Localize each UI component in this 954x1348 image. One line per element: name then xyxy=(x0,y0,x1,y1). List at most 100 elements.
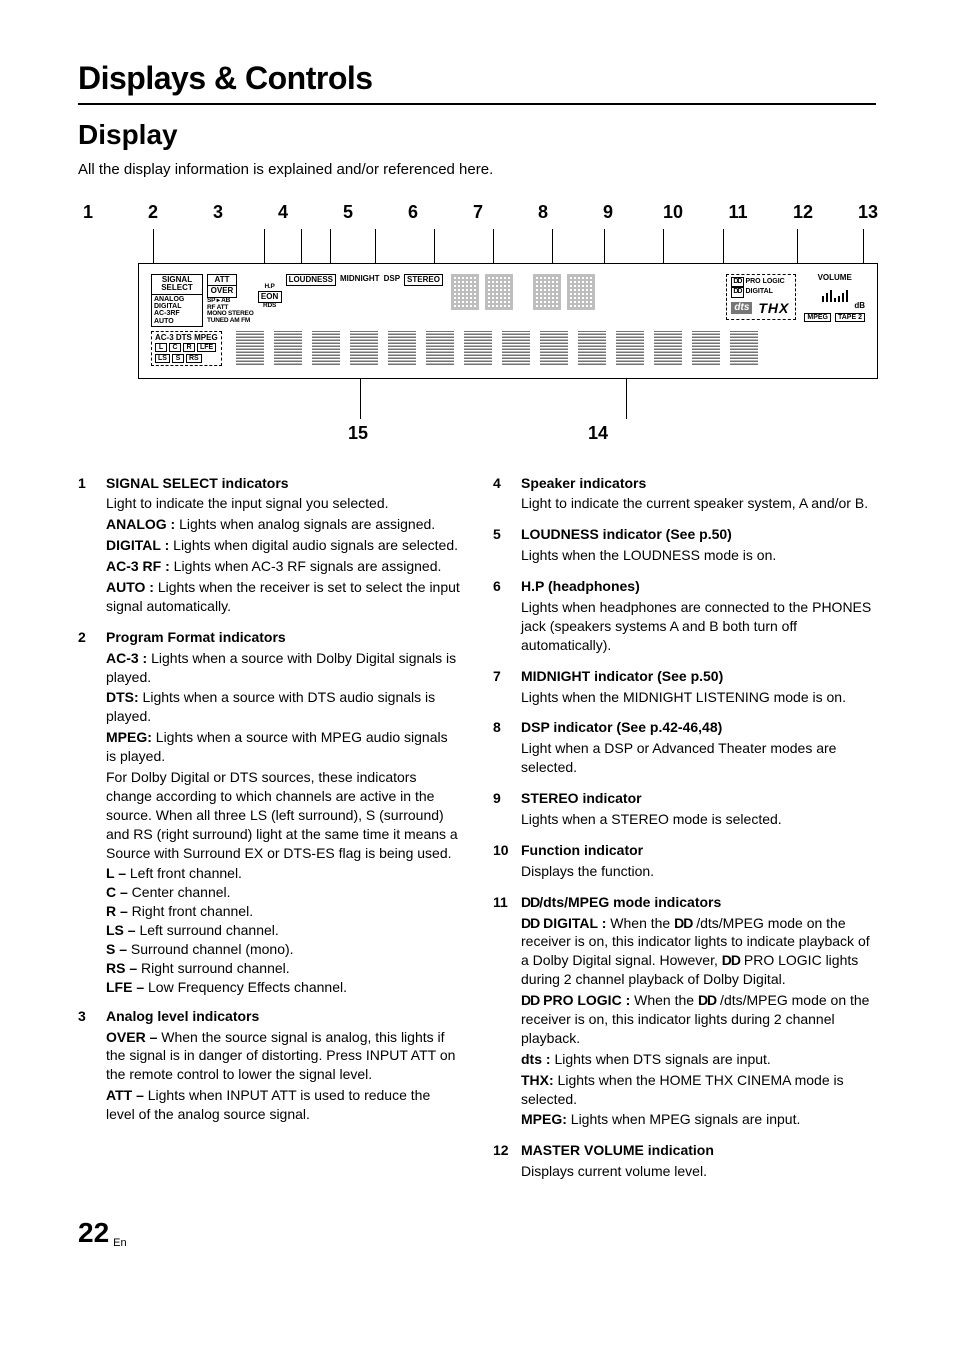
item-number: 7 xyxy=(493,667,511,709)
item-head: Program Format indicators xyxy=(106,628,461,647)
item-sub: MPEG: Lights when a source with MPEG aud… xyxy=(106,728,461,766)
callout-number: 8 xyxy=(533,202,553,223)
callout-number: 14 xyxy=(588,423,608,444)
tuned-label: TUNED AM FM xyxy=(207,318,254,325)
item-lead: Light when a DSP or Advanced Theater mod… xyxy=(521,739,876,777)
explain-item: 2 Program Format indicators AC-3 : Lights… xyxy=(78,628,461,997)
main-digits xyxy=(451,274,595,310)
callout-number: 7 xyxy=(468,202,488,223)
item-head: SIGNAL SELECT indicators xyxy=(106,474,461,493)
explain-item: 10 Function indicator Displays the functi… xyxy=(493,841,876,883)
item-number: 5 xyxy=(493,525,511,567)
stereo-label: STEREO xyxy=(404,274,443,286)
callout-number: 3 xyxy=(208,202,228,223)
item-sub: AC-3 : Lights when a source with Dolby D… xyxy=(106,649,461,687)
item-head: DD/dts/MPEG mode indicators xyxy=(521,893,876,912)
level-bars xyxy=(236,331,865,365)
item-sub: DD DIGITAL : When the DD /dts/MPEG mode … xyxy=(521,914,876,990)
explain-item: 4 Speaker indicatorsLight to indicate th… xyxy=(493,474,876,516)
display-panel: SIGNAL SELECT ANALOGDIGITALAC-3RFAUTO AT… xyxy=(138,263,878,379)
callout-number: 5 xyxy=(338,202,358,223)
item-head: Speaker indicators xyxy=(521,474,876,493)
item-lead: Lights when headphones are connected to … xyxy=(521,598,876,655)
item-lead: Light to indicate the input signal you s… xyxy=(106,494,461,513)
item-number: 11 xyxy=(493,893,511,1132)
tape2-box: TAPE 2 xyxy=(835,313,865,322)
callout-number: 9 xyxy=(598,202,618,223)
section-title: Display xyxy=(78,119,876,151)
item-head: STEREO indicator xyxy=(521,789,876,808)
callout-number: 6 xyxy=(403,202,423,223)
display-diagram: 12345678910111213 SIGNAL SELECT ANALOGDI… xyxy=(78,202,878,444)
item-tail: For Dolby Digital or DTS sources, these … xyxy=(106,768,461,862)
item-sub: DTS: Lights when a source with DTS audio… xyxy=(106,688,461,726)
loudness-label: LOUDNESS xyxy=(286,274,336,286)
item-sub: AUTO : Lights when the receiver is set t… xyxy=(106,578,461,616)
hp-label: H.P xyxy=(258,284,282,291)
explain-item: 6 H.P (headphones) Lights when headphones… xyxy=(493,577,876,657)
channel-defs: L – Left front channel.C – Center channe… xyxy=(106,864,461,996)
item-number: 2 xyxy=(78,628,96,997)
explain-item: 1 SIGNAL SELECT indicatorsLight to indic… xyxy=(78,474,461,618)
item-sub: THX: Lights when the HOME THX CINEMA mod… xyxy=(521,1071,876,1109)
prologic-label: PRO LOGIC xyxy=(745,278,784,285)
channel-indicator: LS xyxy=(155,354,170,363)
top-callout-numbers: 12345678910111213 xyxy=(78,202,878,229)
divider xyxy=(78,103,876,105)
chapter-title: Displays & Controls xyxy=(78,60,876,97)
thx-label: THX xyxy=(756,300,791,317)
item-head: Function indicator xyxy=(521,841,876,860)
callout-number: 2 xyxy=(143,202,163,223)
channel-indicator: L xyxy=(155,343,167,352)
item-sub: AC-3 RF : Lights when AC-3 RF signals ar… xyxy=(106,557,461,576)
item-number: 4 xyxy=(493,474,511,516)
channel-indicator: C xyxy=(169,343,181,352)
db-label: dB xyxy=(804,302,865,310)
midnight-label: MIDNIGHT xyxy=(340,275,380,283)
format-row-label: AC-3 DTS MPEG xyxy=(155,334,218,342)
bottom-callout-numbers: 1514 xyxy=(78,423,878,444)
format-channel-box: AC-3 DTS MPEG LCRLFE LSSRS xyxy=(151,331,222,365)
channel-indicator: RS xyxy=(186,354,202,363)
item-head: Analog level indicators xyxy=(106,1007,461,1026)
callout-number: 4 xyxy=(273,202,293,223)
item-sub: DIGITAL : Lights when digital audio sign… xyxy=(106,536,461,555)
item-number: 6 xyxy=(493,577,511,657)
channel-indicator: R xyxy=(183,343,195,352)
item-number: 10 xyxy=(493,841,511,883)
rds-label: RDS xyxy=(258,303,282,310)
digital-label: DIGITAL xyxy=(745,288,772,295)
explain-item: 7 MIDNIGHT indicator (See p.50)Lights wh… xyxy=(493,667,876,709)
item-head: MIDNIGHT indicator (See p.50) xyxy=(521,667,876,686)
dts-label: dts xyxy=(731,302,752,314)
explain-item: 8 DSP indicator (See p.42-46,48)Light wh… xyxy=(493,718,876,779)
item-lead: Displays the function. xyxy=(521,862,876,881)
item-head: LOUDNESS indicator (See p.50) xyxy=(521,525,876,544)
page-lang: En xyxy=(113,1237,126,1249)
signal-select-list: ANALOGDIGITALAC-3RFAUTO xyxy=(151,295,203,327)
volume-bars xyxy=(804,282,865,302)
callout-number: 12 xyxy=(793,202,813,223)
mode-box: DD PRO LOGIC DD DIGITAL dts THX xyxy=(726,274,796,320)
item-number: 3 xyxy=(78,1007,96,1126)
item-head: H.P (headphones) xyxy=(521,577,876,596)
item-lead: Lights when a STEREO mode is selected. xyxy=(521,810,876,829)
mpeg-box: MPEG xyxy=(804,313,831,322)
item-number: 12 xyxy=(493,1141,511,1183)
intro-text: All the display information is explained… xyxy=(78,161,876,178)
page-number: 22 xyxy=(78,1217,109,1249)
callout-number: 13 xyxy=(858,202,878,223)
explain-item: 3 Analog level indicatorsOVER – When the… xyxy=(78,1007,461,1126)
channel-indicator: S xyxy=(172,354,184,363)
item-head: DSP indicator (See p.42-46,48) xyxy=(521,718,876,737)
explain-item: 12 MASTER VOLUME indicationDisplays curr… xyxy=(493,1141,876,1183)
item-sub: MPEG: Lights when MPEG signals are input… xyxy=(521,1110,876,1129)
item-sub: dts : Lights when DTS signals are input. xyxy=(521,1050,876,1069)
right-column: 4 Speaker indicatorsLight to indicate th… xyxy=(493,474,876,1194)
att-label: ATT xyxy=(207,274,237,286)
left-column: 1 SIGNAL SELECT indicatorsLight to indic… xyxy=(78,474,461,1194)
item-number: 9 xyxy=(493,789,511,831)
explain-item: 5 LOUDNESS indicator (See p.50)Lights wh… xyxy=(493,525,876,567)
callout-number: 1 xyxy=(78,202,98,223)
dsp-label: DSP xyxy=(384,275,400,283)
